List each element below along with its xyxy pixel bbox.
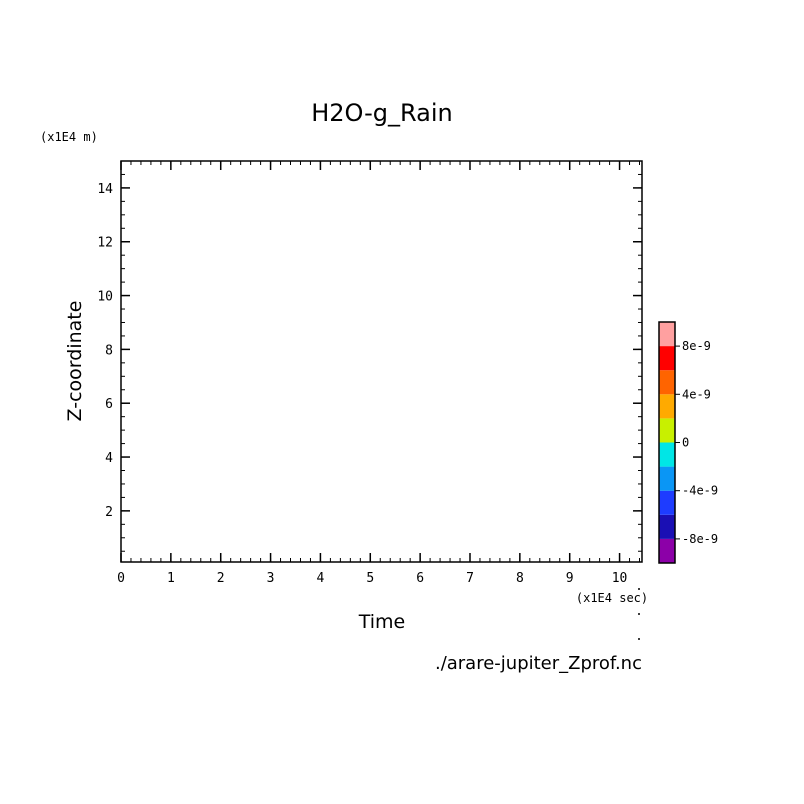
colorbar-swatch (659, 394, 675, 419)
dot-mark (638, 638, 640, 640)
y-tick-label: 14 (97, 182, 113, 197)
colorbar-swatch (659, 490, 675, 515)
colorbar-swatch (659, 514, 675, 539)
colorbar-swatch (659, 370, 675, 395)
decorative-dots (638, 588, 640, 640)
colorbar-swatch (659, 538, 675, 563)
colorbar-tick-label: -8e-9 (682, 532, 718, 546)
x-tick-label: 8 (516, 571, 524, 586)
colorbar-swatch (659, 418, 675, 443)
colorbar-tick-label: 4e-9 (682, 387, 711, 401)
x-tick-label: 10 (612, 571, 628, 586)
source-file-label: ./arare-jupiter_Zprof.nc (435, 653, 642, 674)
y-tick-label: 8 (105, 343, 113, 358)
colorbar-swatch (659, 442, 675, 467)
x-tick-label: 7 (466, 571, 474, 586)
colorbar (658, 321, 680, 564)
axis-ticks (120, 160, 642, 562)
colorbar-tick-label: 8e-9 (682, 339, 711, 353)
x-tick-label: 3 (267, 571, 275, 586)
colorbar-tick-label: -4e-9 (682, 484, 718, 498)
y-tick-label: 2 (105, 505, 113, 520)
colorbar-tick-label: 0 (682, 436, 689, 450)
x-tick-label: 5 (366, 571, 374, 586)
x-tick-label: 9 (566, 571, 574, 586)
y-tick-label: 6 (105, 397, 113, 412)
chart-title: H2O-g_Rain (311, 99, 453, 127)
x-axis-title: Time (358, 611, 406, 633)
colorbar-swatch (659, 346, 675, 371)
y-tick-label: 4 (105, 451, 113, 466)
x-tick-label: 4 (317, 571, 325, 586)
x-tick-label: 1 (167, 571, 175, 586)
x-tick-label: 0 (117, 571, 125, 586)
colorbar-labels: -8e-9 -4e-9 0 4e-9 8e-9 (682, 339, 718, 546)
colorbar-swatch (659, 322, 675, 347)
x-tick-label: 6 (416, 571, 424, 586)
y-tick-label: 12 (97, 236, 113, 251)
x-scale-label: (x1E4 sec) (576, 591, 648, 605)
y-axis-title: Z-coordinate (64, 301, 86, 422)
plot-area (120, 160, 643, 563)
dot-mark (638, 613, 640, 615)
dot-mark (638, 588, 640, 590)
y-scale-label: (x1E4 m) (40, 130, 98, 144)
colorbar-swatch (659, 466, 675, 491)
x-tick-label: 2 (217, 571, 225, 586)
y-tick-label: 10 (97, 290, 113, 305)
